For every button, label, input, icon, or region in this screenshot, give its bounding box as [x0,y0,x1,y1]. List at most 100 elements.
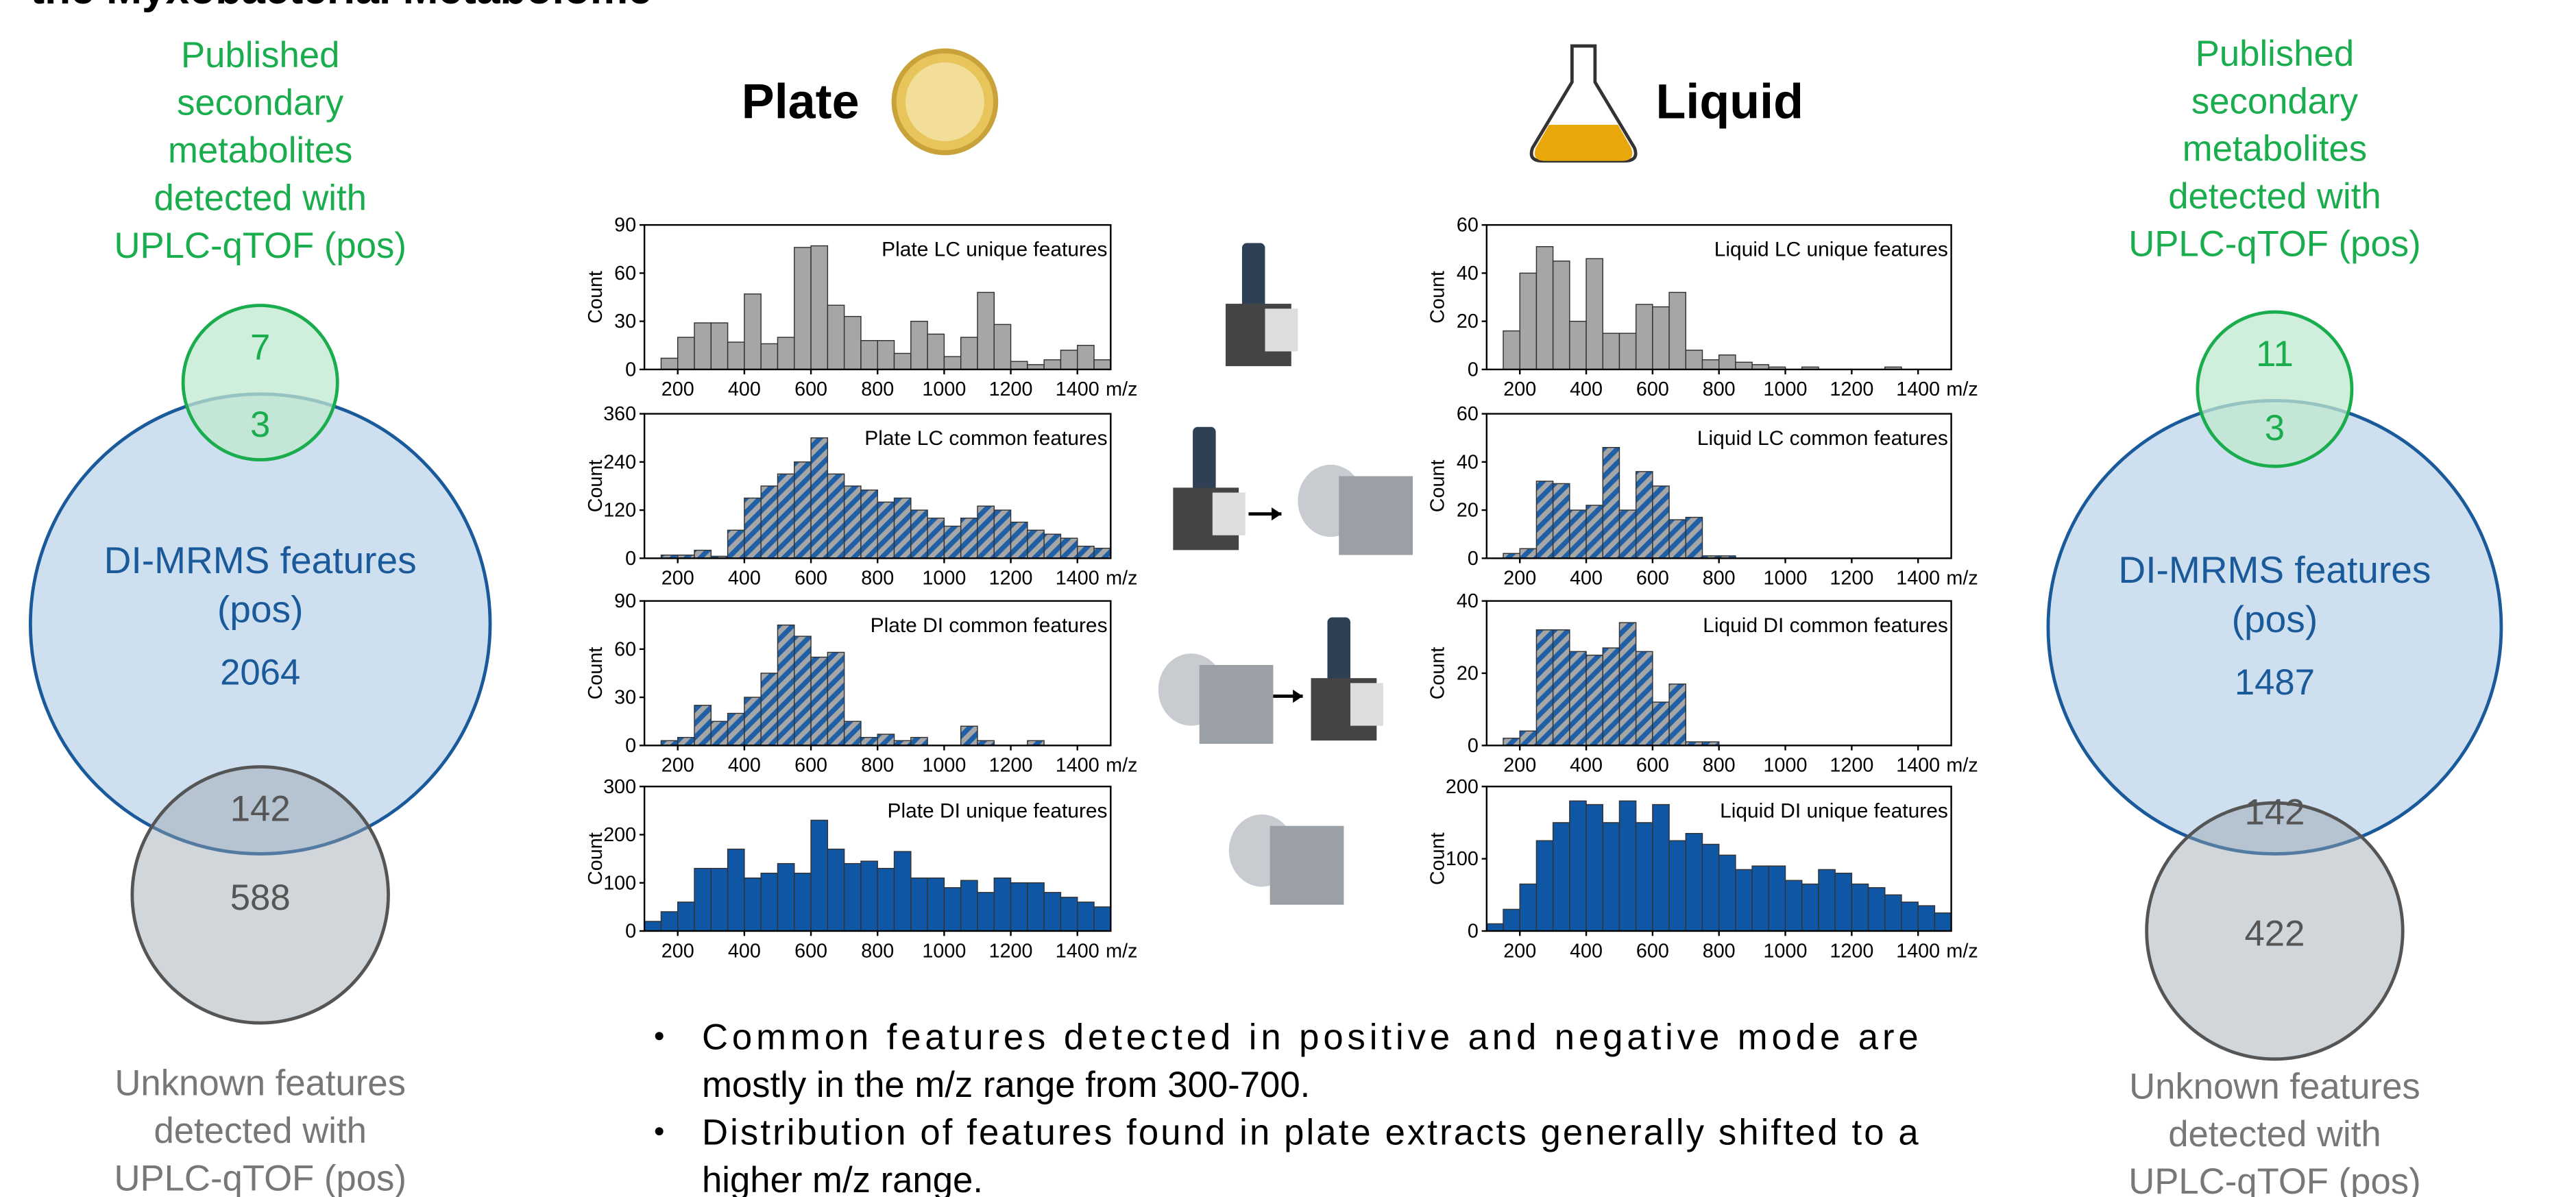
bar [895,353,911,369]
bar [927,518,944,559]
x-tick-label: 1400 [1896,755,1940,777]
flask-icon [1531,46,1636,161]
x-tick-label: 400 [728,378,761,400]
x-tick-label: 1400 [1896,568,1940,590]
x-tick-label: 200 [1503,940,1536,962]
page: {"title":"the Myxobacterial Metabolome",… [0,0,2576,1197]
bar [1918,906,1934,931]
published-label: secondary [2191,81,2359,121]
y-tick-label: 20 [1457,500,1479,522]
x-tick-label: 600 [794,940,827,962]
x-tick-label: 200 [1503,378,1536,400]
x-axis-label: m/z [1946,378,1978,400]
bar [1078,902,1094,931]
y-tick-label: 360 [603,403,636,425]
x-tick-label: 1200 [989,940,1033,962]
chart-title: Liquid LC unique features [1714,239,1948,261]
x-tick-label: 1200 [989,755,1033,777]
bar [1553,630,1570,746]
published-label: secondary [177,83,344,123]
published-only: 11 [2256,334,2294,374]
bar [1686,350,1702,370]
bar [1011,361,1028,370]
bar [1786,880,1802,931]
bar [1503,909,1520,931]
x-tick-label: 600 [1636,568,1669,590]
x-tick-label: 600 [794,568,827,590]
x-tick-label: 600 [1636,755,1669,777]
bar [1586,655,1603,746]
published-label: Published [181,35,339,75]
x-tick-label: 1400 [1056,940,1099,962]
x-tick-label: 800 [861,755,894,777]
bar [1851,884,1868,931]
bullet-dot [655,1127,664,1135]
bar [1570,651,1586,745]
bar [845,864,861,931]
y-tick-label: 240 [603,451,636,473]
bar [1736,362,1752,370]
bar [1619,333,1636,370]
bar [961,726,977,745]
y-tick-label: 90 [614,590,636,612]
chart-title: Liquid DI common features [1703,614,1948,637]
x-axis-label: m/z [1106,755,1137,777]
y-tick-label: 0 [1468,548,1479,570]
bar [794,247,811,370]
bar [1536,630,1553,746]
bar [861,738,877,746]
di-label: DI-MRMS features [2118,548,2431,591]
x-tick-label: 600 [1636,378,1669,400]
bar [1586,258,1603,370]
x-tick-label: 1000 [1764,755,1808,777]
chart-title: Liquid DI unique features [1720,800,1948,823]
bar [744,697,761,745]
bar [1686,518,1702,559]
bar [1536,481,1553,558]
published-label: metabolites [168,130,352,171]
di-count: 1487 [2235,662,2315,703]
y-tick-label: 0 [625,735,636,757]
x-tick-label: 1000 [1764,940,1808,962]
bar [1869,888,1885,931]
bar [1553,261,1570,370]
bar [977,506,994,558]
bar [1885,895,1901,931]
y-axis-label: Count [585,271,607,324]
unknown-label: Unknown features [114,1063,406,1104]
bar [694,551,711,559]
bullet-text: mostly in the m/z range from 300-700. [702,1065,1310,1105]
x-tick-label: 400 [1570,378,1603,400]
x-tick-label: 800 [861,940,894,962]
bar [761,673,777,745]
unknown-label: UPLC-qTOF (pos) [114,1158,406,1197]
x-axis-label: m/z [1106,378,1137,400]
bar [1028,883,1044,931]
y-tick-label: 60 [1457,403,1479,425]
bar [1702,845,1718,931]
x-tick-label: 1400 [1896,940,1940,962]
published-label: detected with [154,178,366,219]
bar [1553,823,1570,931]
bullet-text: Common features detected in positive and… [702,1017,1919,1057]
di-count: 2064 [220,653,300,693]
overlap-unknown: 142 [230,789,291,830]
y-tick-label: 40 [1457,263,1479,285]
bar [1603,448,1619,559]
bar [1669,520,1686,558]
y-tick-label: 0 [1468,735,1479,757]
unknown-label: Unknown features [2129,1066,2420,1107]
bar [711,869,727,931]
bar [911,322,927,370]
unknown-only: 588 [230,878,291,918]
bar [1536,841,1553,931]
bar [761,873,777,931]
y-tick-label: 0 [1468,921,1479,943]
y-tick-label: 20 [1457,311,1479,332]
bar [961,518,977,559]
bar [761,486,777,558]
bar [827,305,844,370]
y-tick-label: 60 [614,263,636,285]
bar [811,820,827,931]
bar [711,323,727,370]
